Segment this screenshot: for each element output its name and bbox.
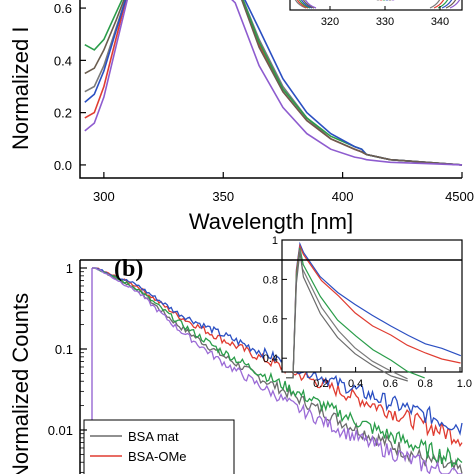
panel-a-series: [84, 0, 463, 166]
panel-b-inset-ticks: 0.2 0.4 0.6 0.8 1.0 1 0.8 0.6 0.4: [263, 235, 472, 390]
panel-a-inset-line-left-3: [298, 0, 311, 9]
panel-b: 0.2 0.4 0.6 0.8 1.0 1 0.8 0.6 0.4 BSA mat BSA-OMe…: [8, 235, 472, 474]
panel-a-series-line-6: [84, 0, 463, 166]
panel-a-inset-xtick-label: 330: [376, 16, 394, 28]
panel-b-yticks: 1 0.1 0.01: [48, 261, 87, 473]
panel-b-inset: 0.2 0.4 0.6 0.8 1.0 1 0.8 0.6 0.4: [263, 235, 472, 390]
panel-a: 320 330 340 0.0 0.2 0.4 0.6 300 350 400 4500 Nor…: [8, 0, 474, 234]
panel-b-series: [91, 267, 463, 474]
panel-a-ylabel: Normalized I: [8, 27, 33, 150]
panel-b-series-line-2: [92, 267, 463, 448]
panel-b-inset-ytick-label: 0.8: [263, 274, 278, 286]
panel-b-inset-xtick-label: 0.4: [348, 378, 363, 390]
legend-label: BSA-OMe: [128, 449, 187, 464]
panel-a-inset-line-right-6: [449, 0, 461, 9]
panel-a-ytick-label: 0.4: [54, 53, 72, 68]
panel-b-ylabel: Normalized Counts: [8, 293, 33, 474]
panel-b-ytick-label: 1: [66, 261, 73, 276]
panel-a-ytick-label: 0.0: [54, 158, 72, 173]
legend-box: [83, 419, 235, 474]
panel-b-ytick-label: 0.01: [48, 423, 73, 438]
panel-a-inset-line-left-1: [294, 0, 307, 9]
panel-b-legend: BSA mat BSA-OMe: [83, 419, 235, 474]
panel-a-yticks: 0.0 0.2 0.4 0.6: [54, 1, 86, 173]
panel-b-series-line-5: [92, 267, 462, 474]
panel-a-xtick-label: 400: [332, 189, 354, 204]
panel-a-series-line-2: [84, 0, 463, 166]
panel-a-xlabel: Wavelength [nm]: [189, 209, 353, 234]
panel-a-series-line-4: [84, 0, 463, 166]
panel-a-inset-line-right-2: [433, 0, 445, 9]
panel-a-inset-line-right-1: [429, 0, 441, 9]
panel-a-inset-xtick-label: 320: [321, 16, 339, 28]
panel-b-inset-frame: [281, 239, 463, 373]
panel-a-axes: [79, 0, 462, 179]
panel-b-series-line-4: [92, 267, 463, 469]
panel-b-inset-xtick-label: 0.8: [418, 378, 433, 390]
panel-a-inset-line-left-4: [300, 0, 313, 9]
panel-b-inset-ytick-label: 0.4: [263, 353, 278, 365]
panel-b-inset-ytick-label: 0.6: [263, 314, 278, 326]
panel-a-inset-frame: [289, 0, 463, 11]
panel-b-series-line-3: [92, 267, 463, 436]
panel-a-ytick-label: 0.6: [54, 1, 72, 16]
panel-a-series-line-3: [84, 0, 463, 166]
legend-label: BSA mat: [128, 429, 179, 444]
panel-b-inset-xtick-label: 1.0: [457, 378, 472, 390]
panel-b-inset-xtick-label: 0.2: [313, 378, 328, 390]
panel-b-axes: [79, 259, 462, 474]
panel-a-xticks: 300 350 400 4500: [93, 172, 474, 204]
panel-b-label: (b): [114, 256, 143, 282]
panel-a-series-line-5: [84, 0, 463, 166]
panel-a-inset-ticks: 320 330 340: [321, 6, 449, 28]
panel-a-xtick-label: 350: [212, 189, 234, 204]
panel-b-inset-ytick-label: 1: [272, 235, 278, 247]
panel-a-xtick-label: 300: [93, 189, 115, 204]
panel-a-series-line-1: [84, 0, 463, 166]
panel-a-inset-line-right-4: [441, 0, 453, 9]
panel-a-inset-line-left-6: [304, 0, 317, 9]
panel-a-inset-line-left-2: [296, 0, 309, 9]
panel-b-ytick-label: 0.1: [55, 342, 73, 357]
panel-a-inset-line-left-5: [302, 0, 315, 9]
panel-b-inset-xtick-label: 0.6: [383, 378, 398, 390]
panel-a-ytick-label: 0.2: [54, 106, 72, 121]
panel-b-inset-line-5: [286, 251, 408, 382]
panel-a-inset-xtick-label: 340: [431, 16, 449, 28]
panel-a-inset-line-right-5: [445, 0, 457, 9]
panel-a-xtick-label: 4500: [445, 189, 474, 204]
panel-b-inset-lines: [286, 241, 462, 382]
panel-a-inset: 320 330 340: [289, 0, 463, 28]
